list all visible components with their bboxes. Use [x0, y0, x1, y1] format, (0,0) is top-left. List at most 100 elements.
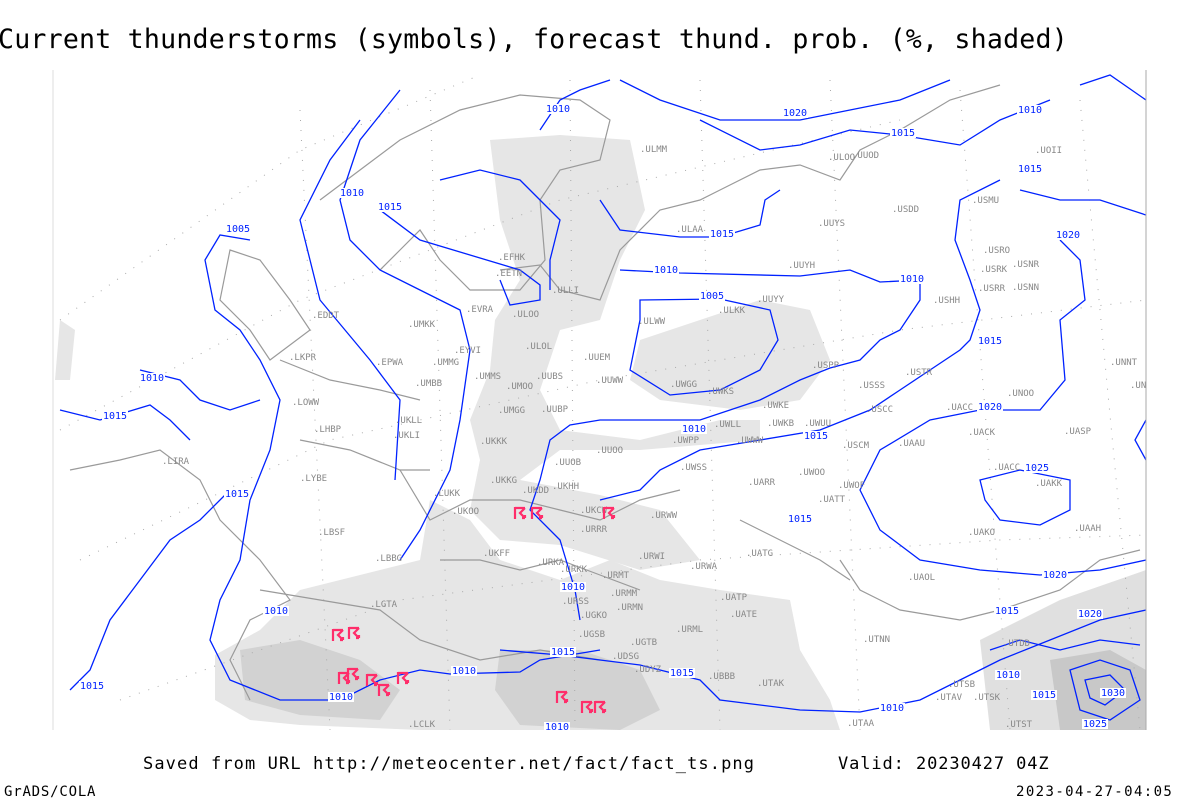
station-label: .USRO	[983, 246, 1010, 256]
station-label: .UKFF	[483, 549, 510, 559]
station-label: .LBSF	[318, 528, 345, 538]
shade-area	[55, 320, 75, 380]
isobar-label: 1010	[546, 104, 570, 115]
station-label: .UUBS	[536, 372, 563, 382]
station-label: .EDDT	[312, 311, 340, 321]
station-label: .UTSB	[948, 680, 975, 690]
station-label: .UWKE	[762, 401, 789, 411]
station-label: .UWUU	[804, 419, 831, 429]
station-label: .ULLI	[552, 286, 579, 296]
station-label: .USRK	[980, 265, 1008, 275]
isobar-label: 1020	[1056, 230, 1080, 241]
station-label: .UKHH	[552, 482, 579, 492]
isobar-label: 1005	[226, 224, 250, 235]
station-label: .USRR	[978, 284, 1006, 294]
station-label: .EETN	[495, 269, 522, 279]
thunderstorm-icon	[602, 506, 616, 520]
isobar-label: 1015	[804, 431, 828, 442]
isobar-label: 1010	[654, 265, 678, 276]
isobar-label: 1015	[788, 514, 812, 525]
isobar-label: 1010	[340, 188, 364, 199]
thunderstorm-icon	[530, 506, 544, 520]
station-label: .ULOO	[828, 153, 855, 163]
station-label: .UWKB	[767, 419, 794, 429]
shade-area	[1050, 650, 1146, 730]
station-label: .UUBP	[541, 405, 569, 415]
station-label: .UTST	[1005, 720, 1033, 730]
station-label: .URSS	[562, 597, 589, 607]
station-label: .UUOD	[852, 151, 879, 161]
isobar-label: 1015	[103, 411, 127, 422]
station-label: .EVRA	[466, 305, 494, 315]
station-label: .UWOO	[798, 468, 825, 478]
station-label: .UTSK	[973, 693, 1001, 703]
thunderstorm-icon	[365, 673, 379, 687]
isobar-label: 1015	[710, 229, 734, 240]
station-label: .URMM	[610, 589, 638, 599]
isobar-label: 1015	[891, 128, 915, 139]
station-label: .USHH	[933, 296, 960, 306]
coastlines-borders	[69, 84, 1141, 701]
shade-area	[630, 300, 830, 410]
isobar-label: 1015	[1018, 164, 1042, 175]
station-label: .UTAK	[757, 679, 785, 689]
station-label: .UKCW	[580, 506, 608, 516]
isobar-label: 1010	[264, 606, 288, 617]
station-label: .UKKG	[490, 476, 517, 486]
thunderstorm-icon	[555, 690, 569, 704]
station-label: .LYBE	[300, 474, 327, 484]
station-label: .UUYH	[788, 261, 815, 271]
station-label: .LCLK	[408, 720, 436, 730]
station-label: .UGTB	[630, 638, 657, 648]
station-label: .UUYS	[818, 219, 845, 229]
station-label: .UACK	[968, 428, 996, 438]
station-label: .UAAU	[898, 439, 925, 449]
station-label: .USCC	[866, 405, 893, 415]
isobar-label: 1010	[561, 582, 585, 593]
station-label: .UGSB	[578, 630, 605, 640]
station-label: .URML	[676, 625, 703, 635]
station-label: .UTDD	[1003, 639, 1030, 649]
isobar-label: 1020	[1043, 570, 1067, 581]
isobar-label: 1015	[80, 681, 104, 692]
station-label: .UKLI	[393, 431, 420, 441]
valid-time: Valid: 20230427 04Z	[838, 754, 1050, 774]
station-label: .UUEM	[583, 353, 611, 363]
station-label: .ULOL	[525, 342, 552, 352]
map-title: Current thunderstorms (symbols), forecas…	[0, 24, 1068, 55]
isobar-label: 1015	[978, 336, 1002, 347]
isobar-label: 1020	[783, 108, 807, 119]
station-label: .UMOO	[506, 382, 533, 392]
station-label: .UWOF	[838, 481, 865, 491]
station-label: .LHBP	[314, 425, 342, 435]
isobar-label: 1005	[700, 291, 724, 302]
station-label: .UUYY	[757, 295, 785, 305]
isobar-label: 1010	[1018, 105, 1042, 116]
isobar-label: 1015	[995, 606, 1019, 617]
station-label: .UTAV	[935, 693, 963, 703]
station-label: .UATP	[720, 593, 748, 603]
station-label: .ULAA	[676, 225, 704, 235]
station-label: .UWPP	[672, 436, 700, 446]
station-label: .ULMM	[640, 145, 668, 155]
isobar-label: 1010	[452, 666, 476, 677]
station-label: .UAAH	[1074, 524, 1101, 534]
isobar-label: 1015	[670, 668, 694, 679]
thunderstorm-icon	[337, 671, 351, 685]
station-label: .UTNN	[863, 635, 890, 645]
station-label: .UATG	[746, 549, 773, 559]
station-label: .URWA	[690, 562, 718, 572]
station-label: .UMKK	[408, 320, 436, 330]
thunderstorm-icon	[396, 671, 410, 685]
station-label: .USMU	[972, 196, 999, 206]
station-label: .EYVI	[454, 346, 481, 356]
shade-area	[495, 650, 660, 730]
station-label: .UACC	[993, 463, 1020, 473]
station-label: .UWKS	[707, 387, 734, 397]
thunderstorm-icon	[580, 700, 594, 714]
station-label: .UBBB	[708, 672, 735, 682]
software-credit: GrADS/COLA	[4, 784, 97, 800]
station-label: .ULKK	[718, 306, 746, 316]
station-label: .LIRA	[162, 457, 190, 467]
